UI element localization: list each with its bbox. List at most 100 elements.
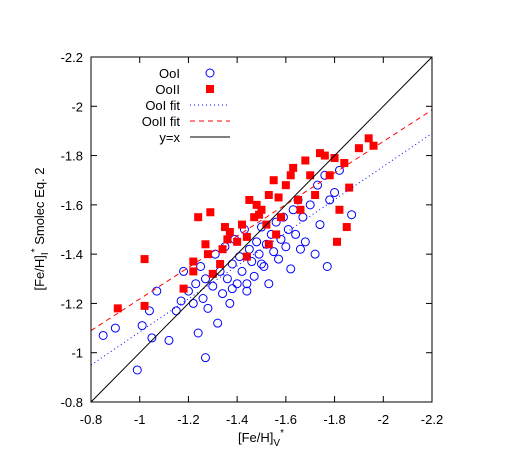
point bbox=[232, 279, 242, 289]
y-tick-label: -2.2 bbox=[61, 50, 83, 65]
y-tick-label: -2 bbox=[71, 99, 83, 114]
point bbox=[320, 151, 329, 160]
point bbox=[295, 244, 305, 254]
point bbox=[132, 365, 142, 375]
point bbox=[325, 195, 335, 205]
point bbox=[296, 205, 305, 214]
point bbox=[347, 210, 357, 220]
point bbox=[249, 271, 259, 281]
y-tick-label: -1.6 bbox=[61, 198, 83, 213]
point bbox=[237, 266, 247, 276]
point bbox=[147, 333, 157, 343]
point bbox=[225, 298, 235, 308]
point bbox=[276, 213, 285, 222]
x-label-sub: V bbox=[273, 438, 280, 449]
point bbox=[218, 245, 227, 254]
point bbox=[245, 195, 254, 204]
y-tick-label: -1.4 bbox=[61, 247, 83, 262]
point bbox=[335, 205, 344, 214]
x-label-sup: * bbox=[280, 428, 284, 439]
point bbox=[271, 217, 281, 227]
x-axis-label: [Fe/H]V* bbox=[238, 428, 284, 449]
point bbox=[189, 267, 198, 276]
point bbox=[257, 259, 266, 269]
point bbox=[315, 220, 325, 230]
point bbox=[208, 269, 217, 278]
point bbox=[274, 254, 284, 264]
point bbox=[281, 181, 290, 190]
point bbox=[313, 180, 323, 190]
plot-border bbox=[90, 56, 433, 403]
point bbox=[286, 264, 296, 274]
point bbox=[244, 244, 254, 254]
point bbox=[291, 229, 301, 239]
y-label-main: [Fe/H] bbox=[32, 255, 47, 290]
point bbox=[252, 200, 261, 209]
point bbox=[369, 141, 378, 150]
point bbox=[179, 266, 189, 276]
point bbox=[200, 274, 210, 284]
fit-line bbox=[90, 132, 433, 366]
point bbox=[238, 220, 247, 229]
point bbox=[113, 304, 122, 313]
point bbox=[220, 223, 229, 232]
point bbox=[325, 171, 334, 180]
point bbox=[194, 213, 203, 222]
point bbox=[334, 165, 344, 175]
point bbox=[179, 284, 188, 293]
point bbox=[233, 237, 242, 246]
point bbox=[311, 191, 320, 199]
point bbox=[203, 250, 212, 259]
point bbox=[298, 212, 308, 222]
x-tick-label: -1.6 bbox=[275, 412, 297, 427]
point bbox=[213, 318, 223, 328]
point bbox=[242, 286, 252, 296]
point bbox=[227, 284, 237, 294]
point bbox=[242, 252, 251, 261]
point bbox=[208, 281, 218, 291]
x-tick-label: -2 bbox=[378, 412, 390, 427]
point bbox=[274, 193, 283, 202]
y-axis-label: [Fe/H]I* Smolec Eq. 2 bbox=[30, 167, 51, 290]
legend-marker bbox=[206, 85, 214, 93]
point bbox=[254, 249, 264, 259]
point bbox=[176, 296, 186, 306]
point bbox=[188, 298, 198, 308]
point bbox=[345, 183, 354, 192]
point bbox=[305, 200, 315, 210]
point bbox=[257, 205, 266, 214]
point bbox=[286, 171, 295, 180]
point bbox=[289, 163, 298, 172]
y-tick-label: -1 bbox=[71, 346, 83, 361]
point bbox=[264, 191, 273, 199]
point bbox=[264, 279, 274, 289]
legend-marker bbox=[205, 68, 215, 78]
point bbox=[210, 249, 220, 259]
point bbox=[283, 225, 293, 234]
point bbox=[152, 286, 162, 296]
point bbox=[171, 306, 181, 316]
legend-label: OoI bbox=[159, 66, 180, 81]
y-tick-label: -1.2 bbox=[61, 296, 83, 311]
point bbox=[330, 188, 340, 198]
point bbox=[276, 234, 286, 244]
point bbox=[164, 335, 174, 345]
y-label-sup: * bbox=[30, 248, 41, 252]
y-label-rest: Smolec Eq. 2 bbox=[32, 167, 47, 248]
x-tick-label: -1.2 bbox=[177, 412, 199, 427]
point bbox=[242, 232, 251, 241]
fit-line bbox=[90, 56, 433, 403]
x-label-main: [Fe/H] bbox=[238, 430, 273, 445]
point bbox=[306, 171, 315, 180]
point bbox=[193, 328, 203, 338]
legend-label: OoII bbox=[155, 82, 180, 97]
point bbox=[255, 210, 264, 219]
point bbox=[218, 289, 228, 299]
point bbox=[281, 242, 291, 252]
point bbox=[196, 261, 206, 271]
legend-label: OoII fit bbox=[142, 114, 181, 129]
point bbox=[310, 249, 320, 259]
point bbox=[198, 294, 208, 303]
point bbox=[301, 156, 310, 165]
point bbox=[223, 235, 232, 244]
